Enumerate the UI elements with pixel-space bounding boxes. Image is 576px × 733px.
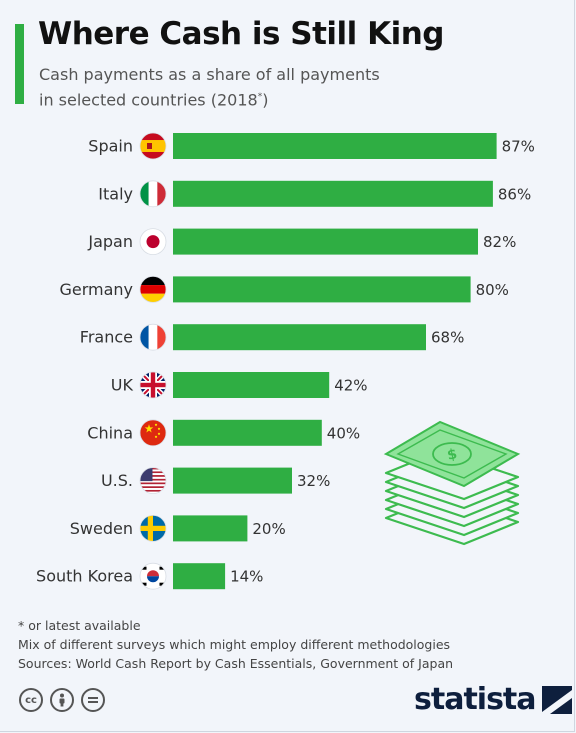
category-label: Italy	[98, 184, 133, 203]
value-label: 86%	[498, 185, 531, 203]
japan-flag-icon	[139, 228, 167, 255]
category-label: Germany	[59, 280, 133, 299]
chart-subtitle: Cash payments as a share of all payments…	[39, 64, 380, 111]
value-label: 82%	[483, 233, 516, 251]
category-label: UK	[111, 376, 134, 395]
category-label: France	[80, 328, 133, 347]
category-label: Japan	[87, 232, 133, 251]
bar-chart: Spain 87% Italy 86% Japan 82% Germany 80% France…	[36, 132, 535, 590]
value-label: 80%	[476, 281, 509, 299]
bar	[173, 372, 330, 398]
category-label: Sweden	[70, 519, 133, 538]
category-label: China	[87, 423, 133, 442]
footnote-sources: Sources: World Cash Report by Cash Essen…	[18, 656, 454, 671]
value-label: 14%	[230, 568, 263, 586]
bar	[173, 515, 248, 542]
subtitle-asterisk: *	[257, 92, 263, 102]
value-label: 20%	[252, 520, 285, 538]
category-label: Spain	[88, 137, 133, 156]
title-accent-bar	[15, 24, 24, 104]
category-label: South Korea	[36, 567, 133, 586]
subtitle-line-1: Cash payments as a share of all payments	[39, 65, 380, 84]
value-label: 32%	[297, 472, 330, 490]
us-flag-icon	[139, 467, 167, 495]
value-label: 68%	[431, 329, 464, 347]
footnote-latest: * or latest available	[18, 618, 141, 633]
no-derivatives-icon[interactable]	[81, 688, 105, 712]
cash-stack-icon: $	[383, 420, 521, 546]
bar	[173, 563, 226, 590]
sweden-flag-icon	[139, 514, 167, 542]
attribution-icon[interactable]	[50, 688, 74, 712]
value-label: 87%	[502, 138, 535, 156]
bar	[173, 276, 471, 303]
bar	[173, 419, 322, 446]
bar	[173, 324, 426, 351]
bar	[173, 133, 497, 159]
bar	[173, 228, 478, 255]
value-label: 42%	[334, 377, 367, 395]
subtitle-line-2: in selected countries (2018*)	[39, 90, 269, 110]
license-icons: cc	[19, 688, 105, 712]
cc-icon[interactable]: cc	[19, 688, 43, 712]
statista-wordmark: statista	[414, 682, 537, 717]
value-label: 40%	[327, 424, 360, 442]
statista-mark-icon	[541, 685, 572, 714]
italy-flag-icon	[139, 180, 167, 208]
category-label: U.S.	[101, 471, 133, 490]
bar	[173, 180, 493, 207]
svg-text:$: $	[446, 446, 459, 464]
chart-title: Where Cash is Still King	[38, 16, 444, 52]
spain-flag-icon	[139, 132, 167, 160]
footnotes: * or latest available Mix of different s…	[18, 616, 453, 673]
bar	[173, 467, 292, 494]
uk-flag-icon	[139, 371, 167, 399]
france-flag-icon	[139, 323, 167, 351]
statista-logo[interactable]: statista	[414, 682, 572, 717]
china-flag-icon	[139, 419, 167, 447]
south-korea-flag-icon	[139, 562, 167, 590]
germany-flag-icon	[139, 275, 167, 303]
footnote-methodology: Mix of different surveys which might emp…	[18, 637, 451, 652]
